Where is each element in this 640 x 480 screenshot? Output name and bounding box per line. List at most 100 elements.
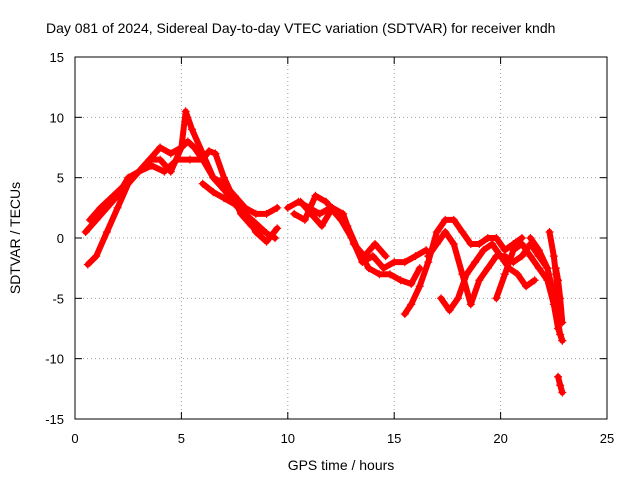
- data-point: [466, 240, 475, 249]
- data-point: [273, 224, 282, 233]
- data-point: [509, 246, 518, 255]
- data-point: [471, 258, 480, 267]
- x-axis-title: GPS time / hours: [288, 457, 395, 473]
- data-point: [517, 252, 526, 261]
- data-point: [415, 282, 424, 291]
- data-point: [407, 279, 416, 288]
- data-point: [317, 221, 326, 230]
- data-point: [300, 215, 309, 224]
- data-point: [526, 234, 535, 242]
- data-point: [554, 372, 563, 381]
- data-point: [322, 197, 331, 206]
- data-point: [432, 240, 441, 249]
- data-point: [375, 270, 384, 279]
- series-line: [438, 241, 538, 314]
- data-point: [209, 173, 218, 182]
- data-point: [368, 252, 377, 261]
- data-point: [475, 240, 484, 249]
- series-line: [199, 180, 278, 241]
- data-point: [81, 227, 90, 236]
- data-point: [445, 306, 454, 315]
- data-point: [205, 147, 214, 156]
- data-point: [558, 318, 567, 327]
- data-point: [545, 227, 554, 236]
- data-point: [517, 240, 526, 249]
- data-point: [407, 300, 416, 309]
- data-point: [122, 179, 131, 188]
- data-point: [483, 264, 492, 273]
- data-point: [262, 237, 271, 246]
- data-point: [483, 234, 492, 242]
- data-point: [551, 264, 560, 273]
- data-point: [534, 264, 543, 273]
- data-point: [530, 276, 539, 285]
- y-tick-label: 0: [57, 231, 64, 246]
- data-point: [211, 149, 220, 158]
- data-point: [339, 209, 348, 218]
- data-point: [166, 149, 175, 158]
- data-point: [185, 155, 194, 164]
- axis-ticks: 0 5 10 15 20 25 -15 -10 -5 0 5 10 15: [45, 50, 614, 446]
- data-point: [558, 336, 567, 345]
- data-point: [147, 161, 156, 170]
- data-point: [437, 294, 446, 303]
- data-point: [219, 173, 228, 182]
- y-axis-title: SDTVAR / TECUs: [7, 182, 23, 294]
- data-point: [134, 167, 143, 176]
- data-point: [371, 240, 380, 249]
- data-series: [81, 107, 567, 397]
- data-point: [273, 203, 282, 212]
- data-point: [462, 270, 471, 279]
- data-point: [85, 215, 94, 224]
- data-point: [283, 203, 292, 212]
- data-point: [522, 282, 531, 291]
- data-point: [488, 240, 497, 249]
- data-point: [500, 270, 509, 279]
- data-point: [156, 143, 165, 152]
- data-point: [556, 330, 565, 339]
- data-point: [262, 209, 271, 218]
- data-point: [526, 252, 535, 261]
- data-point: [496, 252, 505, 261]
- data-point: [173, 155, 182, 164]
- data-point: [113, 203, 122, 212]
- data-point: [543, 264, 552, 273]
- data-point: [83, 260, 92, 269]
- data-point: [251, 219, 260, 228]
- data-point: [145, 155, 154, 164]
- data-point: [262, 229, 271, 238]
- data-point: [424, 252, 433, 261]
- data-point: [556, 381, 565, 390]
- data-point: [290, 209, 299, 218]
- data-point: [466, 300, 475, 309]
- data-point: [479, 246, 488, 255]
- x-tick-label: 15: [387, 431, 401, 446]
- data-point: [558, 388, 567, 397]
- data-point: [396, 276, 405, 285]
- data-point: [381, 252, 390, 261]
- data-point: [177, 143, 186, 152]
- grid: [75, 57, 607, 419]
- data-point: [360, 252, 369, 261]
- data-point: [432, 227, 441, 236]
- data-point: [513, 270, 522, 279]
- y-tick-label: 5: [57, 171, 64, 186]
- data-point: [92, 252, 101, 261]
- data-point: [534, 246, 543, 255]
- data-point: [349, 240, 358, 249]
- data-point: [328, 203, 337, 212]
- y-tick-label: -10: [45, 352, 64, 367]
- data-point: [441, 227, 450, 236]
- y-tick-label: -15: [45, 412, 64, 427]
- data-point: [556, 294, 565, 303]
- data-point: [241, 209, 250, 218]
- data-point: [156, 155, 165, 164]
- data-point: [188, 125, 197, 134]
- y-tick-label: 15: [50, 50, 64, 65]
- data-point: [160, 167, 169, 176]
- y-tick-label: 10: [50, 110, 64, 125]
- data-point: [400, 258, 409, 267]
- x-tick-label: 0: [71, 431, 78, 446]
- x-tick-label: 10: [281, 431, 295, 446]
